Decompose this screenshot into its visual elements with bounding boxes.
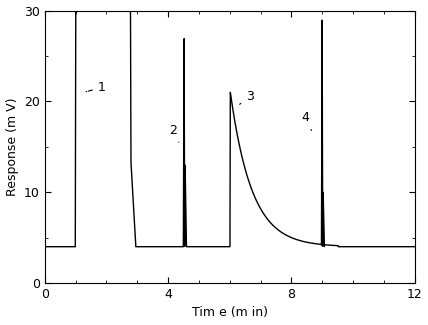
- X-axis label: Tim e (m in): Tim e (m in): [192, 306, 268, 319]
- Y-axis label: Response (m V): Response (m V): [6, 98, 18, 196]
- Text: 4: 4: [301, 111, 311, 130]
- Text: 3: 3: [240, 90, 254, 104]
- Text: 1: 1: [86, 81, 106, 94]
- Text: 2: 2: [169, 124, 179, 142]
